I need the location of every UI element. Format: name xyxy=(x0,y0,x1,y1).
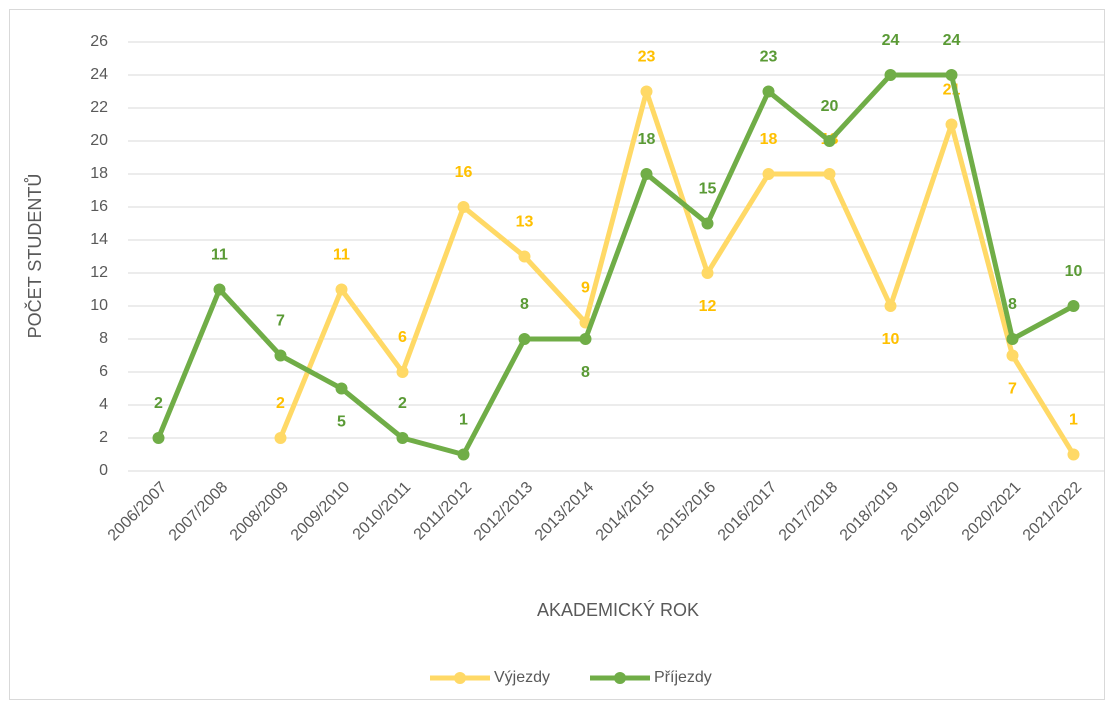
data-point xyxy=(762,168,775,180)
data-point xyxy=(945,118,958,131)
y-tick-label: 10 xyxy=(90,297,108,314)
data-point xyxy=(823,135,836,147)
chart-frame xyxy=(9,9,1105,700)
data-point xyxy=(762,85,775,98)
data-label: 2 xyxy=(154,395,163,412)
data-label: 11 xyxy=(333,247,350,264)
y-tick-label: 16 xyxy=(90,198,108,215)
legend-marker xyxy=(614,672,626,684)
data-label: 16 xyxy=(455,164,473,181)
legend-label: Příjezdy xyxy=(654,669,712,686)
data-point xyxy=(884,300,897,312)
y-tick-label: 0 xyxy=(99,462,108,479)
data-point xyxy=(518,250,531,263)
data-label: 1 xyxy=(459,412,468,429)
data-label: 5 xyxy=(337,414,346,431)
y-tick-label: 2 xyxy=(99,429,108,446)
data-label: 6 xyxy=(398,329,407,346)
y-tick-label: 22 xyxy=(90,99,108,116)
data-label: 7 xyxy=(276,313,285,330)
data-label: 10 xyxy=(1065,263,1083,280)
data-point xyxy=(457,201,470,213)
data-label: 1 xyxy=(1069,412,1078,429)
data-label: 24 xyxy=(882,32,900,49)
data-label: 2 xyxy=(276,395,285,412)
data-point xyxy=(823,168,836,180)
x-axis-title: AKADEMICKÝ ROK xyxy=(537,600,699,620)
data-label: 8 xyxy=(581,364,590,381)
y-tick-label: 24 xyxy=(90,66,108,83)
y-tick-label: 26 xyxy=(90,33,108,50)
data-label: 24 xyxy=(943,32,961,49)
data-label: 11 xyxy=(211,247,228,264)
data-point xyxy=(1006,349,1019,362)
data-label: 9 xyxy=(581,280,590,297)
y-tick-label: 18 xyxy=(90,165,108,182)
y-axis-title: POČET STUDENTŮ xyxy=(24,174,45,339)
data-label: 23 xyxy=(638,49,656,66)
data-point xyxy=(1067,300,1080,312)
data-label: 20 xyxy=(821,98,839,115)
data-point xyxy=(640,168,653,180)
data-label: 15 xyxy=(699,181,717,198)
data-label: 13 xyxy=(516,214,534,231)
y-tick-label: 12 xyxy=(90,264,108,281)
data-label: 18 xyxy=(760,131,778,148)
data-point xyxy=(335,283,348,296)
data-point xyxy=(945,69,958,81)
data-label: 23 xyxy=(760,49,778,66)
data-point xyxy=(518,333,531,345)
data-label: 8 xyxy=(520,296,529,313)
data-label: 2 xyxy=(398,395,407,412)
data-point xyxy=(457,448,470,461)
data-point xyxy=(1006,333,1019,345)
series-line xyxy=(156,72,1075,457)
data-label: 18 xyxy=(638,131,656,148)
data-label: 10 xyxy=(882,331,900,348)
data-label: 12 xyxy=(699,298,717,315)
data-point xyxy=(274,349,287,362)
data-label: 8 xyxy=(1008,296,1017,313)
y-tick-label: 8 xyxy=(99,330,108,347)
data-point xyxy=(1067,448,1080,461)
y-tick-label: 6 xyxy=(99,363,108,380)
data-point xyxy=(884,69,897,81)
legend-label: Výjezdy xyxy=(494,669,550,686)
data-point xyxy=(701,217,714,230)
data-point xyxy=(396,366,409,378)
y-tick-label: 14 xyxy=(90,231,108,248)
data-label: 7 xyxy=(1008,381,1017,398)
series-line xyxy=(278,89,1076,456)
data-point xyxy=(640,85,653,98)
data-point xyxy=(396,432,409,444)
y-tick-label: 4 xyxy=(99,396,108,413)
data-point xyxy=(335,382,348,395)
y-tick-label: 20 xyxy=(90,132,108,149)
data-point xyxy=(213,283,226,296)
data-point xyxy=(579,333,592,345)
data-point xyxy=(152,432,165,444)
data-point xyxy=(701,267,714,279)
legend-marker xyxy=(454,672,466,684)
data-point xyxy=(274,432,287,444)
